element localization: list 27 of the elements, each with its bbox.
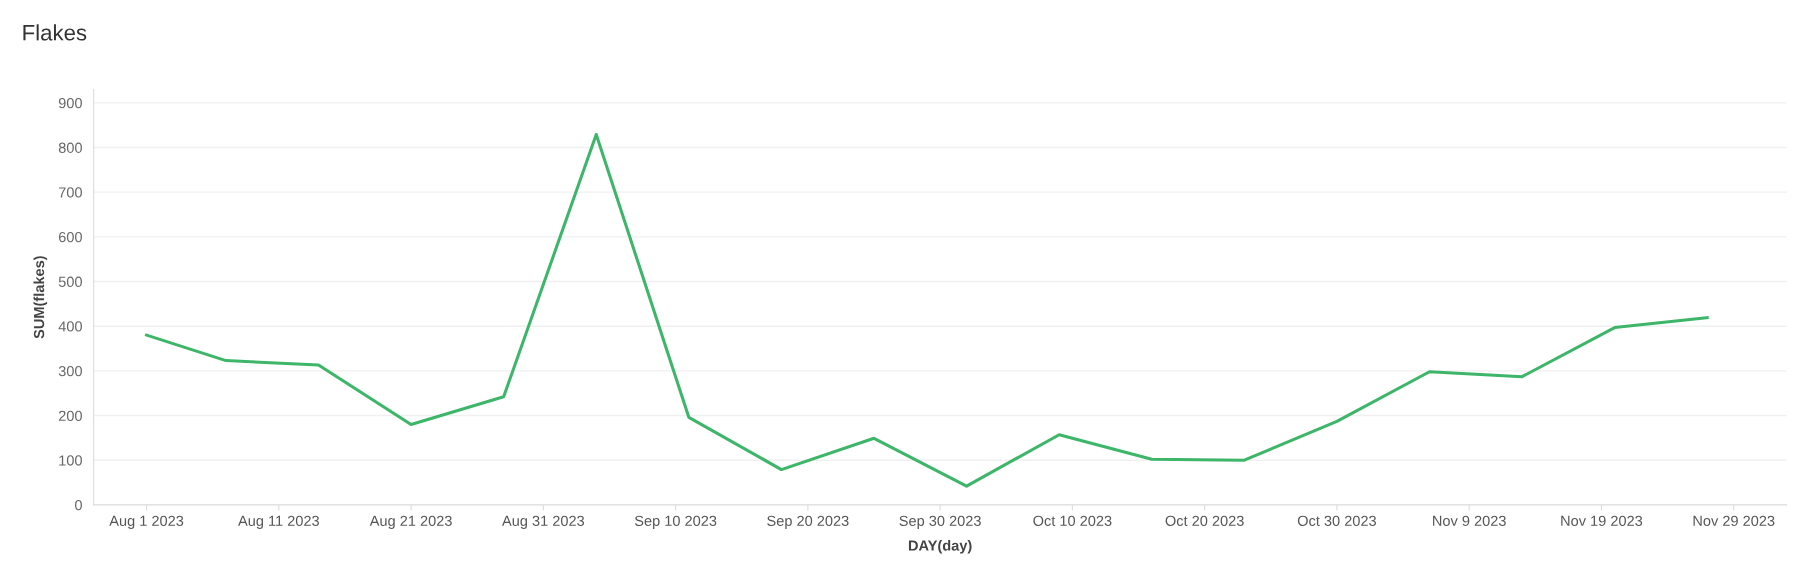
x-tick-label: Aug 1 2023	[109, 515, 184, 529]
x-tick-label: Oct 30 2023	[1297, 515, 1376, 526]
x-tick-label: Oct 20 2023	[1165, 515, 1244, 526]
y-tick-label: 0	[75, 499, 82, 511]
x-tick-label: Nov 29 2023	[1693, 515, 1775, 526]
x-axis-title: DAY(day)	[908, 540, 972, 554]
y-tick-label: 700	[58, 187, 82, 198]
x-tick-label: Aug 21 2023	[369, 515, 452, 529]
y-tick-label: 900	[58, 97, 82, 109]
x-tick-label: Oct 10 2023	[1033, 515, 1112, 526]
line-series	[145, 133, 1709, 488]
y-tick-label: 400	[58, 321, 82, 332]
x-tick-label: Nov 9 2023	[1433, 515, 1506, 526]
x-tick-label: Sep 30 2023	[899, 515, 981, 529]
x-tick-label: Sep 20 2023	[767, 515, 849, 529]
y-tick-label: 100	[59, 455, 82, 466]
y-tick-label: 500	[58, 276, 82, 287]
x-tick-label: Nov 19 2023	[1561, 515, 1643, 526]
y-tick-label: 200	[58, 410, 82, 421]
x-tick-label: Aug 31 2023	[502, 515, 585, 529]
y-tick-label: 600	[58, 231, 82, 243]
x-tick-label: Aug 11 2023	[238, 515, 319, 529]
y-tick-label: 800	[58, 142, 82, 153]
y-tick-label: 300	[58, 365, 82, 377]
chart-title: Flakes	[23, 24, 87, 41]
x-tick-label: Sep 10 2023	[634, 515, 717, 529]
y-axis-title: SUM(flakes)	[33, 256, 48, 339]
